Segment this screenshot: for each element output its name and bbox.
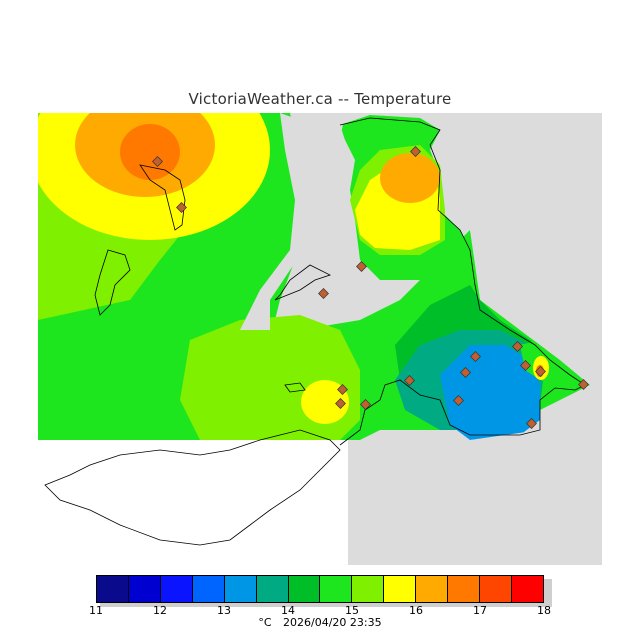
water-east <box>350 113 602 565</box>
legend-swatch <box>352 576 385 602</box>
legend-tick-label: 18 <box>537 604 551 617</box>
temperature-legend-bar <box>96 575 544 603</box>
station-marker <box>526 418 537 429</box>
legend-swatch <box>97 576 129 602</box>
coast-small-island <box>284 382 306 393</box>
legend-swatch <box>416 576 449 602</box>
station-marker <box>470 351 481 362</box>
station-marker <box>360 399 371 410</box>
legend-tick-label: 14 <box>281 604 295 617</box>
station-marker <box>578 379 589 390</box>
station-marker <box>337 384 348 395</box>
legend-swatch <box>192 576 225 602</box>
legend-swatch <box>128 576 161 602</box>
coast-north-inlet <box>139 164 186 231</box>
legend-swatch <box>320 576 353 602</box>
coast-south-island <box>44 429 341 546</box>
water-channel <box>240 113 310 330</box>
legend-swatch <box>160 576 193 602</box>
map-title: VictoriaWeather.ca -- Temperature <box>188 90 452 108</box>
legend-swatch <box>288 576 321 602</box>
unit-label: °C <box>258 616 272 629</box>
legend-tick-label: 17 <box>473 604 487 617</box>
legend-tick-label: 11 <box>89 604 103 617</box>
hotspot-south-yellow <box>301 380 349 424</box>
field-ne-orange <box>380 153 440 203</box>
timestamp: 2026/04/20 23:35 <box>283 616 382 629</box>
station-marker <box>176 202 187 213</box>
legend-swatch <box>448 576 481 602</box>
station-marker <box>356 261 367 272</box>
station-marker <box>410 146 421 157</box>
legend-swatch <box>511 576 543 602</box>
legend-swatch <box>224 576 257 602</box>
coast-west-island <box>94 249 131 316</box>
legend-swatch <box>480 576 512 602</box>
legend-tick-label: 15 <box>345 604 359 617</box>
station-marker <box>460 367 471 378</box>
hotspot-nw-red <box>120 124 180 180</box>
water-north-inlet <box>295 113 355 275</box>
station-marker <box>335 398 346 409</box>
station-marker <box>520 360 531 371</box>
station-marker <box>152 156 163 167</box>
coast-mid-channel <box>274 264 332 301</box>
station-marker <box>404 375 415 386</box>
legend-swatch <box>256 576 289 602</box>
footer: °C 2026/04/20 23:35 <box>0 616 640 629</box>
legend-tick-label: 12 <box>153 604 167 617</box>
station-marker <box>453 395 464 406</box>
station-marker <box>535 366 546 377</box>
legend-tick-label: 13 <box>217 604 231 617</box>
legend-tick-label: 16 <box>409 604 423 617</box>
legend-swatch <box>384 576 417 602</box>
station-marker <box>318 288 329 299</box>
station-marker <box>512 341 523 352</box>
unmapped-area <box>38 440 348 565</box>
